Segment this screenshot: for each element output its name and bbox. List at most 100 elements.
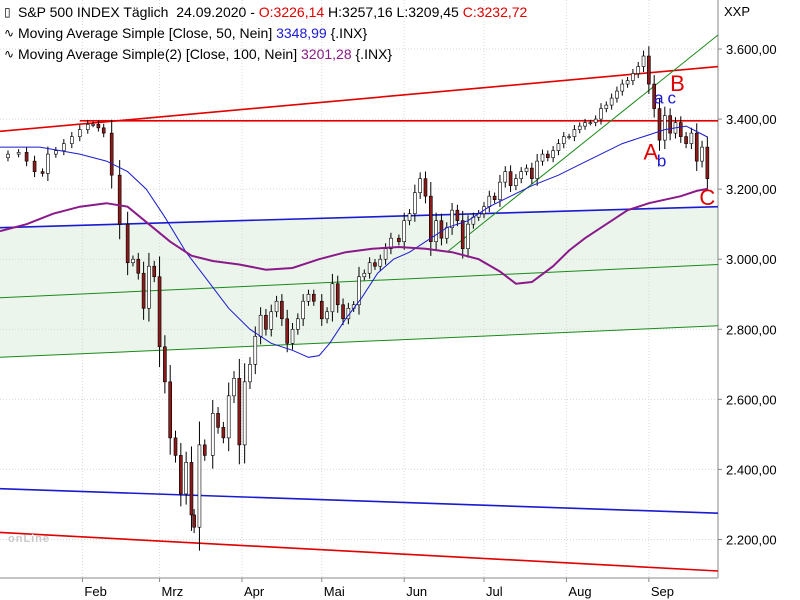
candle-down: [492, 195, 497, 200]
candle-down: [168, 381, 172, 439]
candle-down: [101, 127, 106, 134]
candle-up: [248, 364, 252, 383]
candle-up: [583, 122, 587, 127]
legend: ▯ S&P 500 INDEX Täglich 24.09.2020 - O:3…: [4, 2, 527, 65]
candle-down: [280, 300, 284, 320]
y-tick-label: 2.200,00: [726, 532, 777, 547]
candle-down: [705, 146, 710, 179]
candle-down: [285, 318, 290, 344]
annotation-c: c: [667, 88, 676, 107]
ma1-value: 3348,99: [276, 25, 327, 41]
candle-down: [237, 378, 242, 446]
candle-up: [46, 153, 50, 174]
candle-up: [514, 178, 518, 186]
candle-up: [6, 153, 10, 158]
candle-down: [439, 220, 444, 239]
candle-down: [455, 209, 460, 221]
ma1-label: Moving Average Simple [Close, 50, Nein]: [18, 25, 273, 41]
candle-up: [306, 293, 311, 302]
candle-up: [325, 311, 329, 320]
candle-up: [407, 213, 412, 221]
candle-up: [389, 237, 393, 250]
candle-down: [694, 132, 699, 162]
candle-up: [54, 150, 58, 155]
y-tick-label: 3.400,00: [726, 112, 777, 127]
candle-up: [631, 73, 635, 81]
candle-up: [301, 300, 305, 320]
candle-up: [577, 125, 582, 130]
candle-up: [242, 381, 247, 446]
candle-down: [423, 178, 428, 197]
candle-up: [362, 272, 367, 278]
candle-up: [588, 122, 593, 124]
candle-up: [210, 413, 215, 456]
candle-up: [487, 195, 492, 207]
y-tick-label: 3.600,00: [726, 42, 777, 57]
candle-up: [232, 378, 236, 397]
annotation-b: b: [657, 151, 666, 170]
candle-down: [508, 171, 513, 186]
x-tick-label: Jul: [486, 584, 503, 599]
x-tick-label: Apr: [244, 584, 265, 599]
annotation-a: a: [654, 88, 664, 107]
ma2-label: Moving Average Simple(2) [Close, 100, Ne…: [18, 46, 298, 62]
candle-down: [109, 132, 114, 176]
candle-up: [402, 220, 407, 243]
watermark-logo: onLine: [8, 533, 51, 545]
candle-down: [311, 293, 316, 302]
candle-up: [378, 258, 383, 267]
candle-up: [498, 181, 502, 200]
candle-down: [125, 223, 130, 264]
candle-up: [556, 143, 561, 151]
candle-down: [546, 153, 550, 158]
ma2-symbol: {.INX}: [355, 46, 393, 62]
candle-up: [253, 335, 258, 365]
candle-up: [535, 160, 539, 179]
legend-high: H:3257,16: [328, 4, 393, 20]
wave-icon: ∿: [4, 26, 15, 40]
ma1-symbol: {.INX}: [330, 25, 368, 41]
candle-up: [524, 167, 529, 172]
y-tick-label: 3.000,00: [726, 252, 777, 267]
x-tick-label: Jun: [406, 584, 427, 599]
y-tick-label: 3.200,00: [726, 182, 777, 197]
x-tick-label: Sep: [651, 584, 674, 599]
candle-icon: ▯: [4, 5, 11, 19]
trendline-green-uptrend: [446, 34, 719, 253]
candle-down: [684, 136, 688, 144]
candle-up: [641, 55, 646, 67]
trendline-lower-red-channel: [0, 531, 719, 572]
candle-down: [264, 314, 268, 330]
candle-up: [226, 395, 231, 439]
candle-down: [319, 300, 324, 320]
candle-down: [163, 346, 167, 383]
candle-up: [450, 209, 454, 228]
candle-up: [258, 314, 263, 337]
candle-down: [192, 514, 196, 528]
candle-down: [40, 171, 45, 174]
candle-up: [551, 150, 555, 158]
candle-down: [173, 437, 178, 456]
legend-row-ma100: ∿ Moving Average Simple(2) [Close, 100, …: [4, 44, 527, 65]
candle-down: [136, 258, 141, 274]
candle-up: [663, 115, 667, 141]
candle-up: [636, 66, 641, 74]
candle-up: [296, 318, 300, 330]
candle-up: [77, 129, 82, 137]
legend-date: 24.09.2020: [176, 4, 247, 20]
candle-up: [147, 265, 151, 309]
y-tick-label: 2.400,00: [726, 462, 777, 477]
candle-down: [32, 160, 37, 172]
candle-down: [460, 220, 465, 250]
candle-down: [221, 427, 226, 439]
candle-down: [141, 272, 146, 309]
candle-up: [609, 97, 614, 106]
candle-up: [184, 462, 188, 495]
x-tick-label: Feb: [84, 584, 106, 599]
candle-down: [335, 283, 340, 306]
candle-up: [413, 192, 417, 214]
trendline-lower-green-line: [0, 325, 719, 358]
candle-down: [152, 265, 157, 278]
